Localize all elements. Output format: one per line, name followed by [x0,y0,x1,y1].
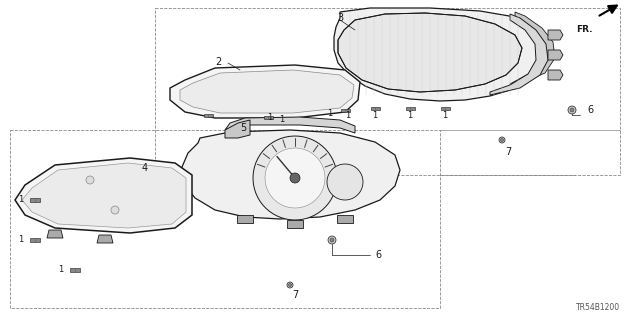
Bar [440,107,449,109]
Polygon shape [510,12,555,88]
Polygon shape [237,215,253,223]
Bar [264,115,273,118]
Text: 1: 1 [346,110,351,120]
Bar [70,268,80,272]
Text: 1: 1 [372,112,378,121]
Text: 1: 1 [408,112,413,121]
Text: 1: 1 [268,113,273,122]
Bar [340,108,349,112]
Polygon shape [337,215,353,223]
Circle shape [500,138,504,142]
Bar [204,114,212,116]
Text: 6: 6 [587,105,593,115]
Circle shape [330,238,334,242]
Polygon shape [15,158,192,233]
Text: 1: 1 [19,235,24,244]
Polygon shape [170,65,360,118]
Text: 2: 2 [215,57,221,67]
Polygon shape [327,164,363,200]
Polygon shape [490,14,548,95]
Bar [29,198,40,202]
Polygon shape [338,13,522,92]
Text: 7: 7 [292,290,298,300]
Text: 1: 1 [328,108,333,117]
Text: 3: 3 [337,13,343,23]
Polygon shape [334,8,545,101]
Polygon shape [22,163,186,228]
Circle shape [290,173,300,183]
Text: 5: 5 [240,123,246,133]
Polygon shape [47,230,63,238]
Polygon shape [548,30,563,40]
Polygon shape [97,235,113,243]
Circle shape [287,282,293,288]
Polygon shape [225,117,355,133]
Text: FR.: FR. [576,26,592,34]
Polygon shape [548,50,563,60]
Bar [371,107,380,109]
Polygon shape [287,220,303,228]
Circle shape [86,176,94,184]
Text: 1: 1 [58,265,63,275]
Text: 4: 4 [142,163,148,173]
Circle shape [289,284,291,286]
Polygon shape [225,120,250,138]
Circle shape [111,206,119,214]
Polygon shape [253,136,337,220]
Bar [29,238,40,242]
Polygon shape [182,130,400,219]
Circle shape [570,108,574,112]
Bar [406,107,415,109]
Circle shape [328,236,336,244]
Polygon shape [180,70,354,113]
Text: TR54B1200: TR54B1200 [576,303,620,313]
Circle shape [568,106,576,114]
Polygon shape [548,70,563,80]
Text: 6: 6 [375,250,381,260]
Text: 1: 1 [442,112,447,121]
Text: 7: 7 [505,147,511,157]
Circle shape [499,137,505,143]
Text: 1: 1 [19,196,24,204]
Polygon shape [265,148,325,208]
Text: 1: 1 [280,115,285,124]
